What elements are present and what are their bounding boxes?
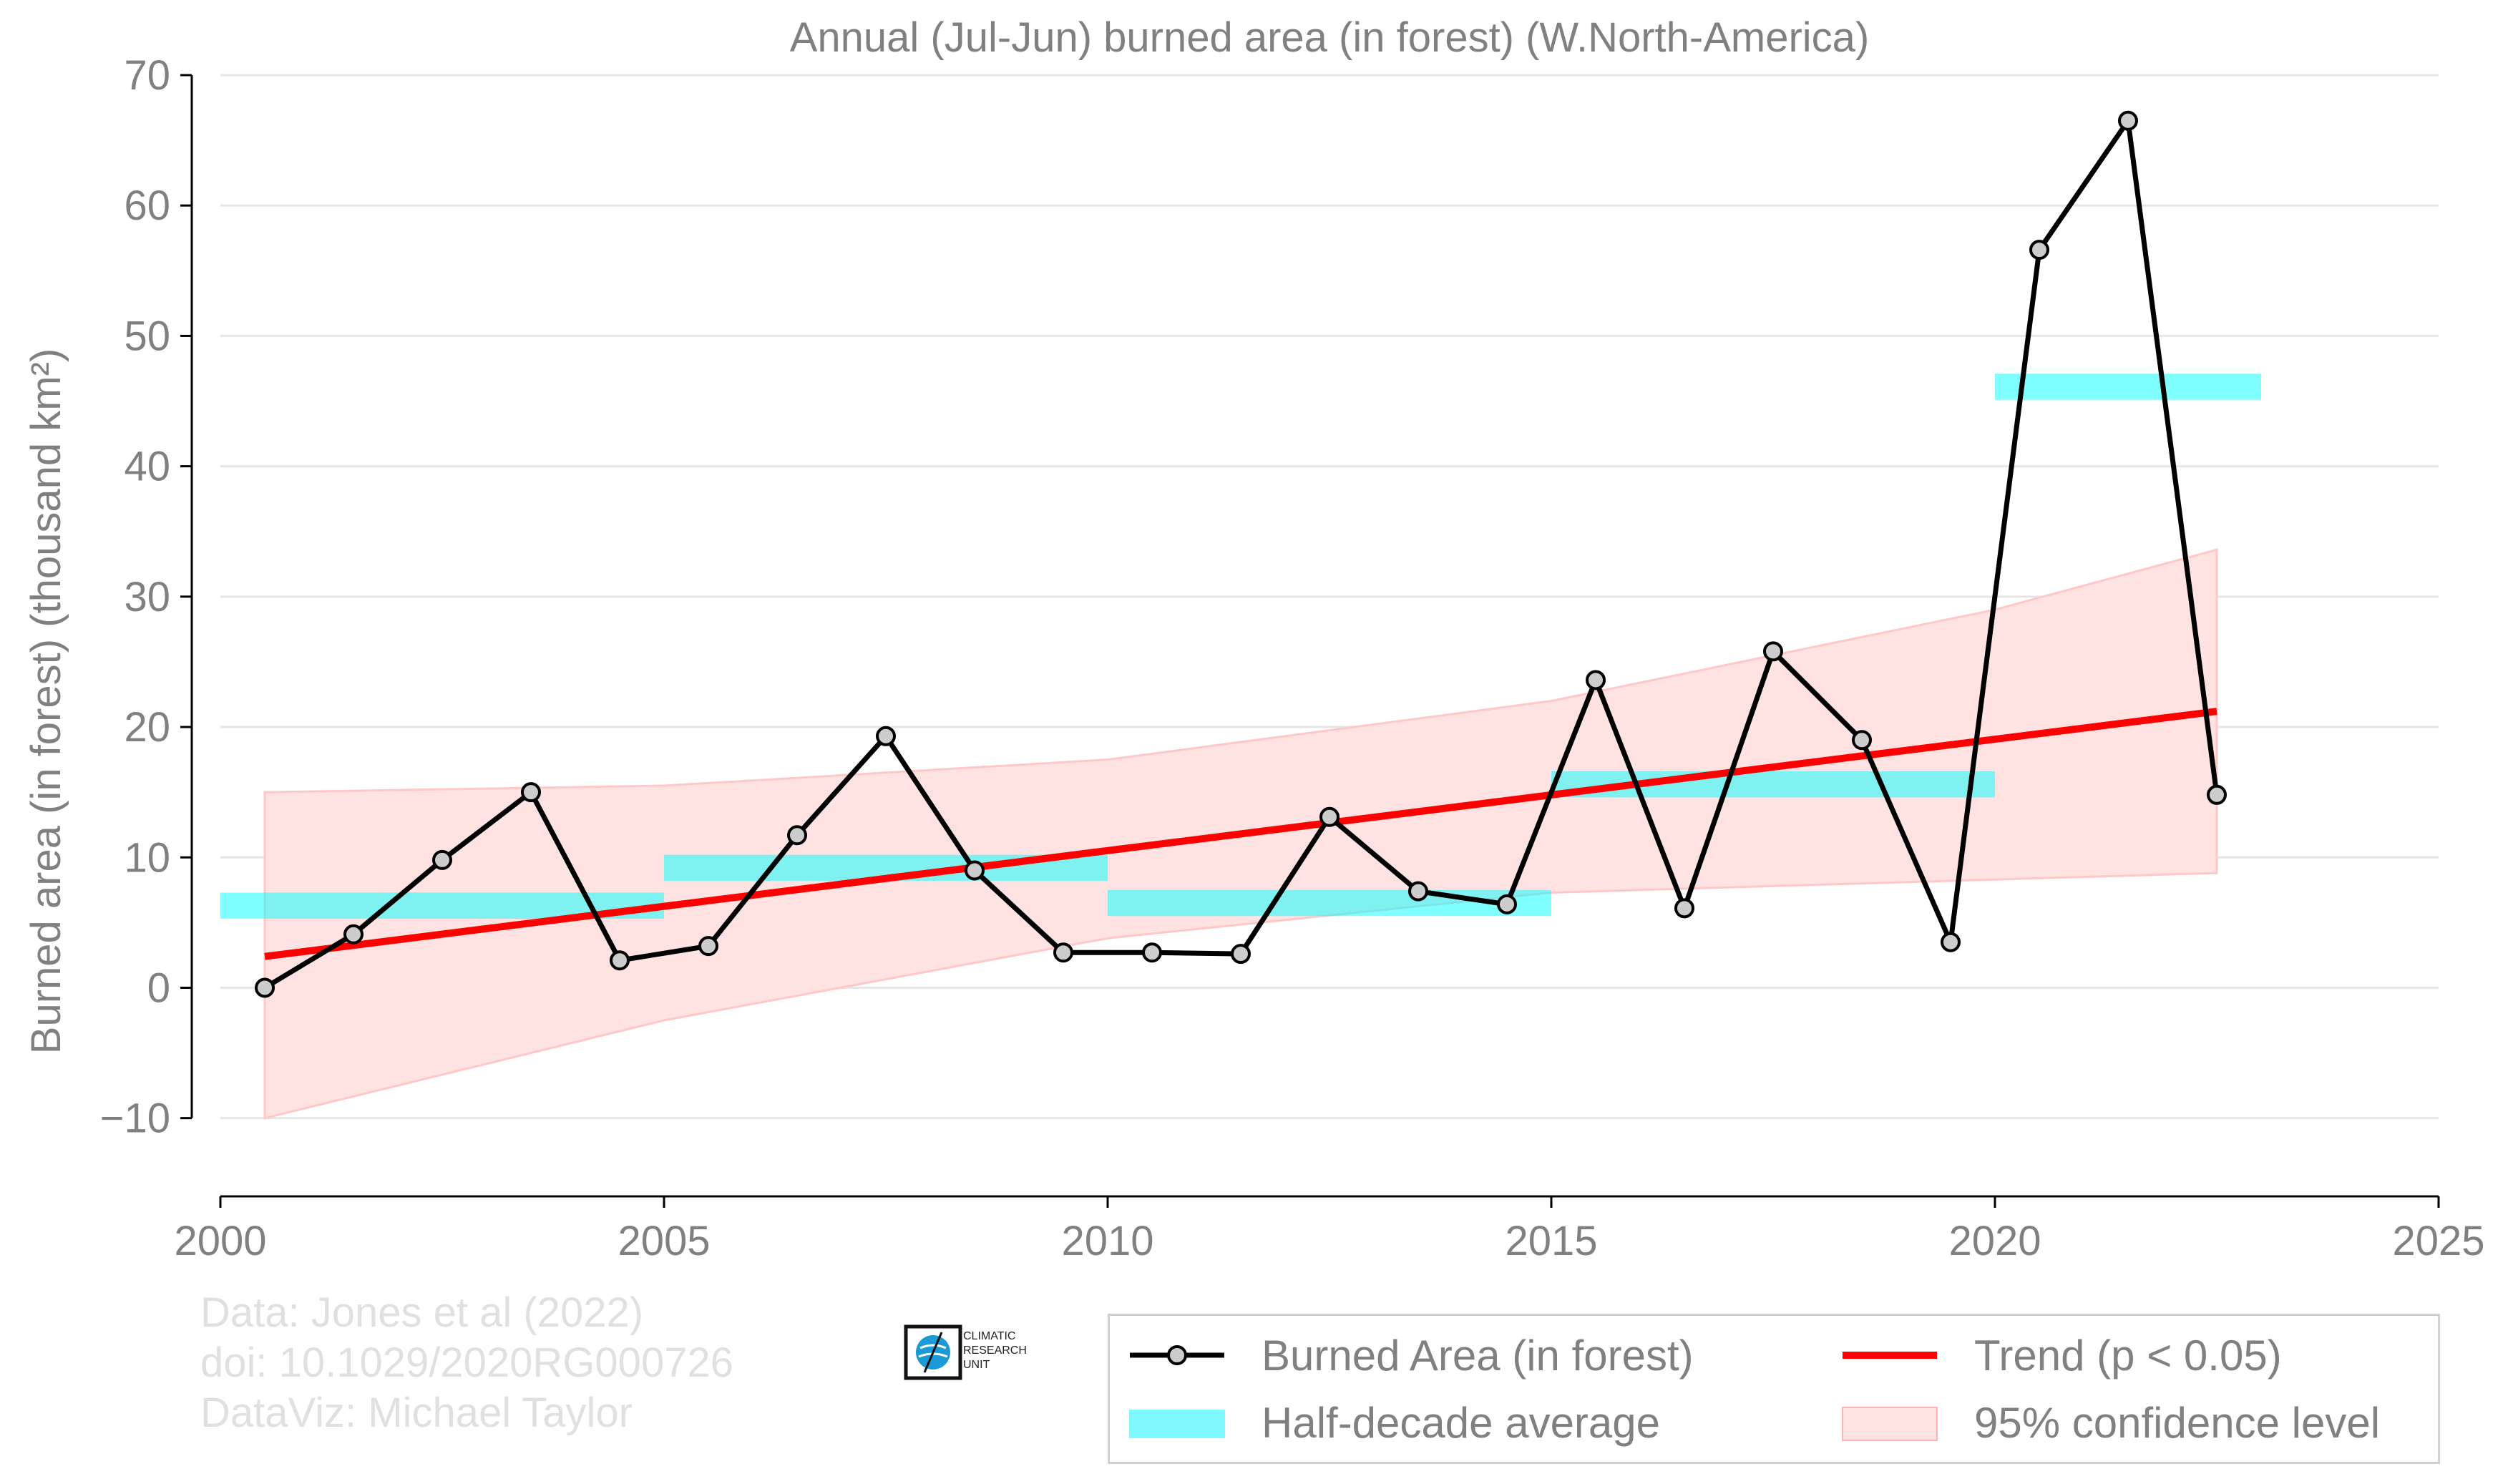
y-tick-label-0: −10	[100, 1095, 170, 1142]
x-tick-label-3: 2015	[1505, 1218, 1597, 1264]
data-point-15	[1586, 670, 1606, 690]
y-tick-label-2: 10	[124, 834, 170, 881]
axes	[180, 74, 2440, 1208]
credit-data: Data: Jones et al (2022)	[200, 1289, 644, 1336]
x-tick-label-1: 2005	[618, 1218, 710, 1264]
y-tick-label-1: 0	[147, 965, 170, 1011]
data-point-10	[1142, 942, 1162, 963]
data-point-17	[1763, 641, 1783, 662]
x-tick-label-4: 2020	[1948, 1218, 2041, 1264]
legend-item-trend: Trend (p < 0.05)	[1840, 1330, 2282, 1380]
half-decade-bar-2	[1108, 889, 1551, 917]
half-decade-bar-4	[1995, 374, 2261, 400]
legend-item-ci: 95% confidence level	[1840, 1397, 2380, 1448]
y-tick-label-7: 60	[124, 182, 170, 229]
data-point-2	[432, 849, 452, 870]
legend-label-ci: 95% confidence level	[1974, 1398, 2381, 1447]
x-tick-label-5: 2025	[2392, 1218, 2484, 1264]
data-point-21	[2118, 110, 2138, 131]
data-point-19	[1941, 932, 1961, 952]
credit-doi: doi: 10.1029/2020RG000726	[200, 1339, 733, 1386]
legend-label-trend: Trend (p < 0.05)	[1974, 1331, 2282, 1380]
data-point-7	[876, 726, 896, 746]
legend-swatch-ci	[1842, 1407, 1938, 1441]
data-point-14	[1497, 894, 1517, 914]
x-tick-label-2: 2010	[1061, 1218, 1153, 1264]
chart-title: Annual (Jul-Jun) burned area (in forest)…	[790, 14, 1870, 61]
data-point-18	[1852, 730, 1872, 751]
data-point-16	[1674, 898, 1694, 919]
legend-item-burned: Burned Area (in forest)	[1127, 1330, 1694, 1380]
y-tick-label-3: 20	[124, 704, 170, 751]
y-tick-label-4: 30	[124, 574, 170, 620]
data-point-22	[2207, 784, 2227, 805]
legend-label-half: Half-decade average	[1262, 1398, 1661, 1447]
data-point-8	[965, 860, 985, 881]
data-point-20	[2029, 240, 2049, 260]
cru-logo-text: CLIMATIC RESEARCH UNIT	[963, 1330, 1027, 1371]
data-point-1	[343, 924, 363, 944]
legend-swatch-half	[1129, 1410, 1225, 1438]
trend-line-group	[264, 708, 2217, 960]
legend: Burned Area (in forest) Trend (p < 0.05)…	[1108, 1314, 2440, 1464]
data-point-0	[255, 977, 275, 998]
y-tick-label-8: 70	[124, 52, 170, 99]
data-point-5	[698, 936, 718, 957]
legend-item-half: Half-decade average	[1127, 1397, 1660, 1448]
data-point-12	[1319, 806, 1340, 827]
data-point-3	[521, 782, 541, 803]
y-tick-label-6: 50	[124, 313, 170, 359]
burned-area-series	[255, 110, 2227, 998]
legend-label-burned: Burned Area (in forest)	[1262, 1331, 1694, 1380]
cru-globe-icon	[904, 1324, 962, 1380]
legend-swatch-burned-line	[1130, 1345, 1224, 1365]
data-point-13	[1408, 881, 1428, 902]
data-point-11	[1231, 944, 1251, 965]
y-axis-label: Burned area (in forest) (thousand km²)	[23, 348, 69, 1054]
cru-logo: CLIMATIC RESEARCH UNIT	[903, 1322, 1039, 1382]
credit-dataviz: DataViz: Michael Taylor	[200, 1390, 633, 1436]
x-tick-label-0: 2000	[174, 1218, 266, 1264]
legend-swatch-trend-line	[1843, 1352, 1937, 1359]
data-point-4	[610, 950, 630, 971]
y-tick-label-5: 40	[124, 444, 170, 490]
trend-line	[264, 708, 2217, 960]
data-point-9	[1053, 942, 1073, 963]
data-point-6	[787, 825, 807, 846]
tick-labels: 2000 2005 2010 2015 2020 2025 −10 0 10 20 30 40 50 60…	[100, 52, 2485, 1264]
